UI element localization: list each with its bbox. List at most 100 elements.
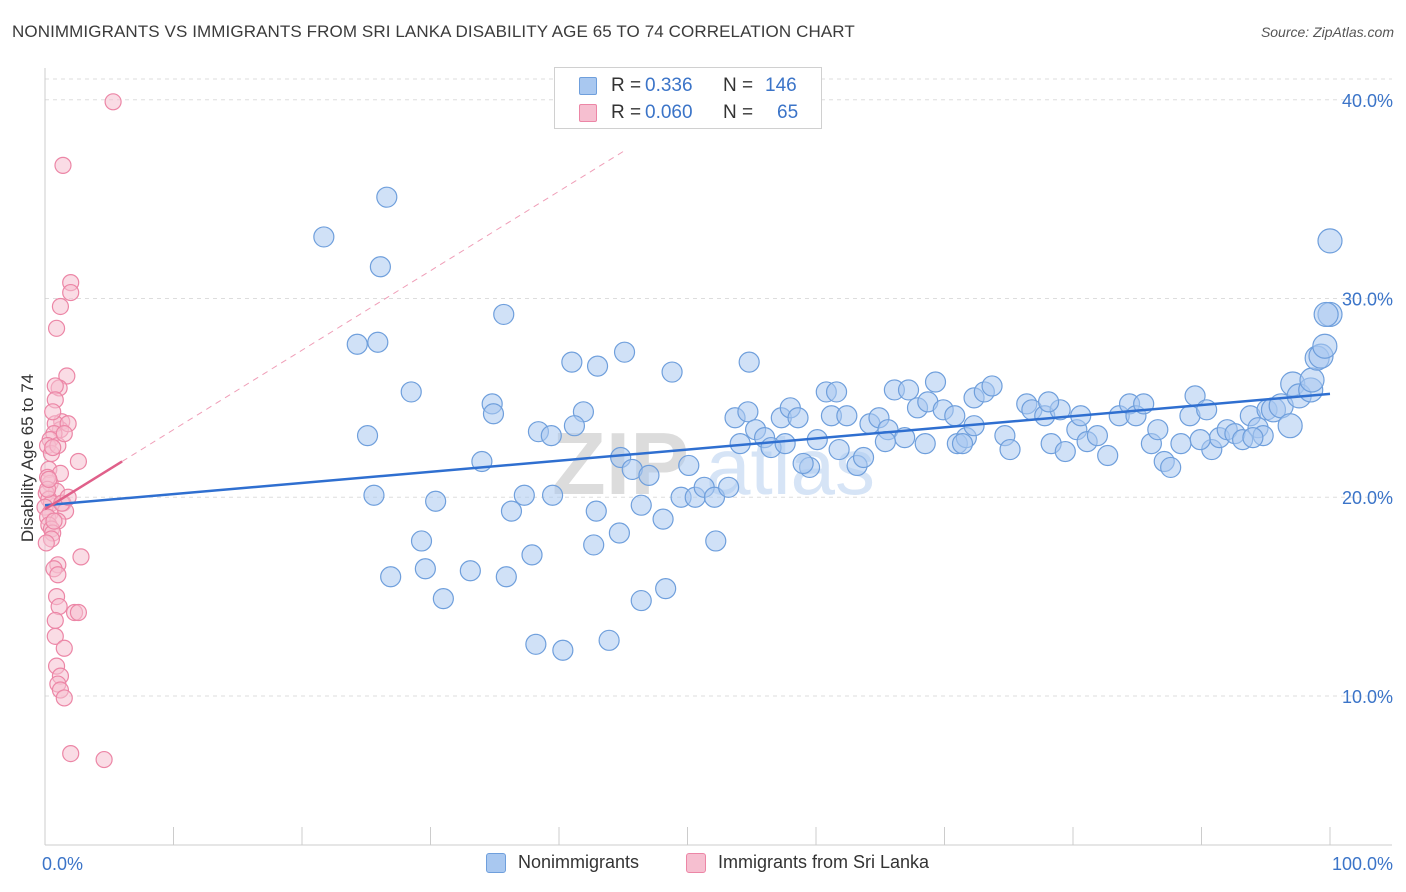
nonimmigrant-point (705, 530, 727, 552)
nonimmigrant-point (1299, 367, 1325, 393)
y-axis-label: Disability Age 65 to 74 (18, 374, 37, 542)
n-label: N = (723, 102, 754, 123)
nonimmigrant-point (482, 403, 505, 425)
x-tick-label: 0.0% (42, 854, 83, 874)
sri-lanka-point (62, 283, 80, 302)
nonimmigrant-point (1147, 419, 1169, 441)
nonimmigrant-point (655, 578, 677, 600)
nonimmigrant-point (356, 425, 379, 447)
nonimmigrant-point (369, 256, 391, 278)
legend-item-sri-lanka[interactable]: Immigrants from Sri Lanka (686, 852, 929, 873)
sri-lanka-point (104, 93, 122, 111)
nonimmigrant-point (414, 558, 436, 580)
nonimmigrant-point (525, 633, 547, 655)
nonimmigrant-point (737, 401, 759, 423)
sri-lanka-point (49, 566, 67, 584)
nonimmigrant-point (513, 484, 535, 506)
r-value: 0.060 (645, 102, 693, 123)
sri-lanka-point (55, 639, 73, 657)
nonimmigrant-point (661, 361, 683, 383)
nonimmigrant-point (1313, 301, 1339, 328)
nonimmigrant-point (432, 587, 454, 610)
nonimmigrant-point (787, 407, 809, 429)
r-value: 0.336 (645, 75, 693, 96)
nonimmigrant-point (552, 639, 574, 661)
nonimmigrant-point (1097, 444, 1119, 467)
nonimmigrant-point (914, 432, 936, 455)
nonimmigrant-point (346, 333, 368, 355)
legend-swatch-blue (486, 852, 506, 873)
nonimmigrant-point (630, 494, 652, 516)
legend-swatch-pink (579, 104, 597, 122)
sri-lanka-point (69, 452, 88, 471)
source-label: Source: ZipAtlas.com (1260, 24, 1394, 40)
sri-lanka-point (44, 403, 62, 421)
sri-lanka-trend-extension (121, 151, 624, 462)
sri-lanka-point (46, 611, 64, 630)
nonimmigrant-point (585, 500, 607, 522)
nonimmigrant-point (541, 484, 564, 506)
sri-lanka-point (55, 425, 73, 443)
legend-swatch-blue (579, 77, 597, 95)
sri-lanka-point (62, 744, 80, 763)
nonimmigrant-point (586, 355, 609, 377)
nonimmigrant-point (774, 432, 796, 455)
nonimmigrant-point (897, 379, 920, 401)
sri-lanka-point (37, 534, 55, 552)
nonimmigrant-point (400, 381, 422, 403)
sri-lanka-point (55, 689, 73, 707)
nonimmigrant-point (678, 454, 700, 477)
nonimmigrant-point (1242, 427, 1264, 449)
nonimmigrant-point (1312, 333, 1338, 359)
n-label: N = (723, 75, 754, 96)
y-tick-label: 20.0% (1342, 488, 1393, 508)
nonimmigrant-point (638, 464, 660, 486)
nonimmigrant-point (1277, 413, 1303, 439)
nonimmigrant-point (459, 560, 481, 582)
x-tick-label: 100.0% (1332, 854, 1393, 874)
nonimmigrant-point (598, 629, 620, 651)
nonimmigrant-point (521, 544, 543, 566)
nonimmigrant-point (718, 476, 740, 498)
nonimmigrant-point (561, 351, 583, 373)
y-tick-label: 10.0% (1342, 687, 1393, 707)
nonimmigrant-point (828, 438, 850, 461)
sri-lanka-point (44, 438, 62, 457)
nonimmigrant-point (367, 331, 389, 353)
nonimmigrant-point (825, 381, 848, 403)
nonimmigrant-point (1317, 228, 1343, 254)
chart-title: NONIMMIGRANTS VS IMMIGRANTS FROM SRI LAN… (12, 22, 855, 41)
nonimmigrant-point (425, 490, 447, 512)
stats-legend: R = 0.336 N = 146 R = 0.060 N = 65 (554, 67, 822, 129)
nonimmigrant-point (500, 500, 523, 522)
nonimmigrant-point (630, 589, 652, 612)
sri-lanka-point (47, 319, 66, 337)
legend-swatch-pink (686, 852, 706, 873)
nonimmigrant-point (1086, 425, 1109, 447)
nonimmigrant-point (608, 522, 630, 544)
legend-label: Immigrants from Sri Lanka (718, 852, 930, 872)
nonimmigrant-point (583, 534, 605, 556)
nonimmigrant-point (563, 415, 586, 437)
nonimmigrant-point (613, 341, 636, 363)
r-label: R = (611, 102, 642, 123)
nonimmigrant-point (951, 432, 974, 455)
nonimmigrant-point (874, 431, 896, 453)
nonimmigrant-point (313, 226, 335, 248)
nonimmigrant-point (540, 425, 562, 447)
sri-lanka-point (46, 627, 64, 645)
nonimmigrant-point (852, 446, 875, 469)
n-value: 146 (765, 75, 797, 96)
nonimmigrant-point (410, 530, 433, 552)
sri-lanka-point (95, 750, 113, 769)
stats-row-nonimmigrants: R = 0.336 N = 146 (579, 74, 797, 98)
sri-lanka-trend-line (44, 460, 123, 511)
nonimmigrant-point (1054, 440, 1076, 463)
sri-lanka-point (40, 470, 58, 488)
legend-item-nonimmigrants[interactable]: Nonimmigrants (486, 852, 639, 873)
nonimmigrant-point (495, 566, 517, 588)
nonimmigrant-point (376, 186, 398, 208)
nonimmigrant-point (1170, 432, 1192, 455)
y-tick-label: 30.0% (1342, 290, 1393, 310)
